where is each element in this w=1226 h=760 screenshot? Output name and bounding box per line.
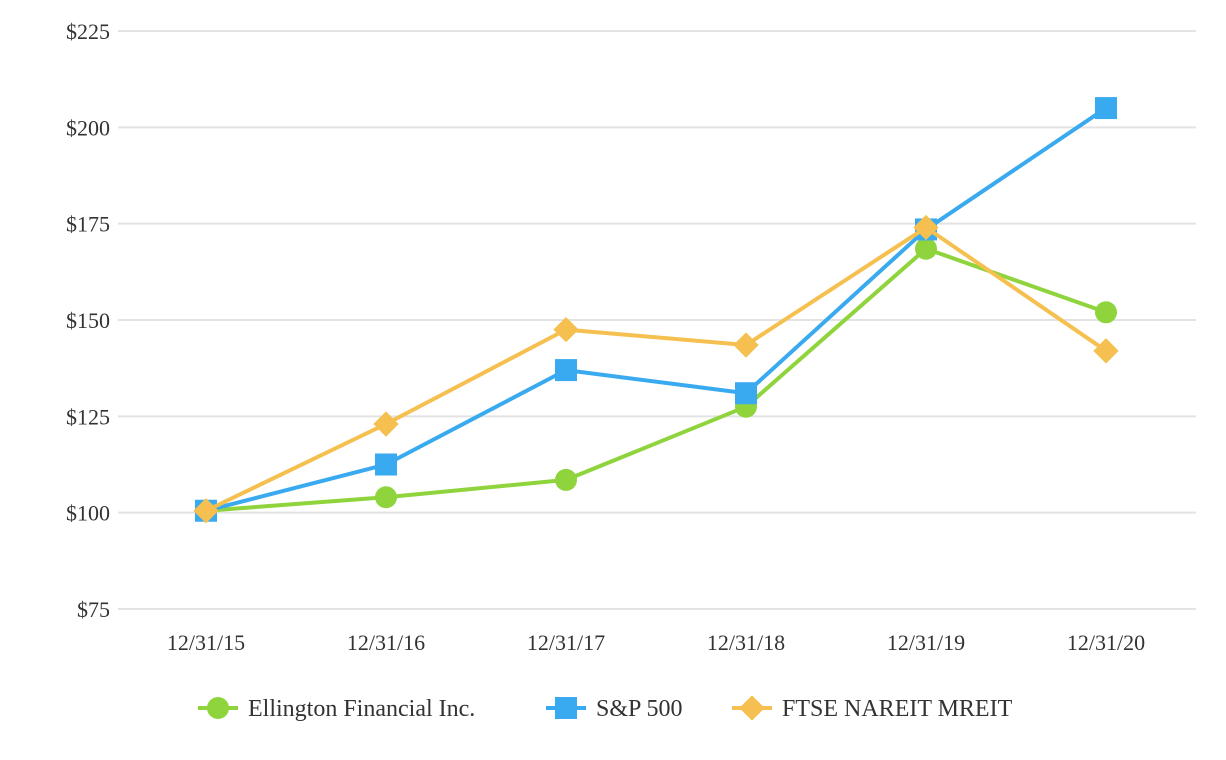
data-point-marker bbox=[733, 332, 759, 358]
y-tick-label: $175 bbox=[66, 212, 110, 237]
series-ftse-nareit-mreit bbox=[193, 214, 1119, 524]
x-axis-ticks: 12/31/15 12/31/16 12/31/17 12/31/18 12/31/19… bbox=[167, 630, 1145, 655]
x-tick-label: 12/31/19 bbox=[887, 630, 965, 655]
legend-label: S&P 500 bbox=[596, 696, 682, 722]
legend-label: Ellington Financial Inc. bbox=[248, 696, 475, 722]
x-tick-label: 12/31/20 bbox=[1067, 630, 1145, 655]
legend-item: Ellington Financial Inc. bbox=[198, 696, 475, 722]
data-point-marker bbox=[373, 411, 399, 437]
y-tick-label: $100 bbox=[66, 501, 110, 526]
y-tick-label: $225 bbox=[66, 19, 110, 44]
x-tick-label: 12/31/17 bbox=[527, 630, 605, 655]
x-tick-label: 12/31/18 bbox=[707, 630, 785, 655]
data-point-marker bbox=[555, 359, 577, 382]
legend-item: FTSE NAREIT MREIT bbox=[732, 695, 1013, 722]
series-line bbox=[204, 246, 1108, 513]
legend-marker-icon bbox=[739, 695, 765, 721]
y-tick-label: $75 bbox=[77, 597, 110, 622]
y-tick-label: $125 bbox=[66, 404, 110, 429]
x-tick-label: 12/31/16 bbox=[347, 630, 425, 655]
series-line bbox=[204, 106, 1108, 513]
data-point-marker bbox=[375, 453, 397, 476]
series-layer bbox=[193, 97, 1119, 524]
data-point-marker bbox=[913, 214, 939, 241]
data-point-marker bbox=[553, 316, 579, 343]
data-point-marker bbox=[1093, 338, 1119, 364]
series-s-p-500 bbox=[195, 97, 1117, 522]
data-point-marker bbox=[915, 237, 937, 260]
y-tick-label: $200 bbox=[66, 115, 110, 140]
data-point-marker bbox=[375, 486, 397, 509]
data-point-marker bbox=[193, 498, 219, 524]
data-point-marker bbox=[555, 468, 577, 491]
data-point-marker bbox=[1095, 301, 1117, 324]
legend-label: FTSE NAREIT MREIT bbox=[782, 696, 1013, 722]
x-tick-label: 12/31/15 bbox=[167, 630, 245, 655]
data-point-marker bbox=[1095, 97, 1117, 120]
y-axis-ticks: $75 $100 $125 $150 $175 $200 $225 bbox=[66, 19, 110, 622]
grid-layer bbox=[118, 30, 1196, 610]
legend-marker-icon bbox=[207, 697, 229, 719]
data-point-marker bbox=[735, 382, 757, 405]
series-line bbox=[204, 225, 1108, 513]
y-tick-label: $150 bbox=[66, 308, 110, 333]
legend-marker-icon bbox=[555, 697, 577, 719]
legend: Ellington Financial Inc. S&P 500 FTSE NARE… bbox=[198, 695, 1013, 722]
legend-item: S&P 500 bbox=[546, 696, 682, 722]
